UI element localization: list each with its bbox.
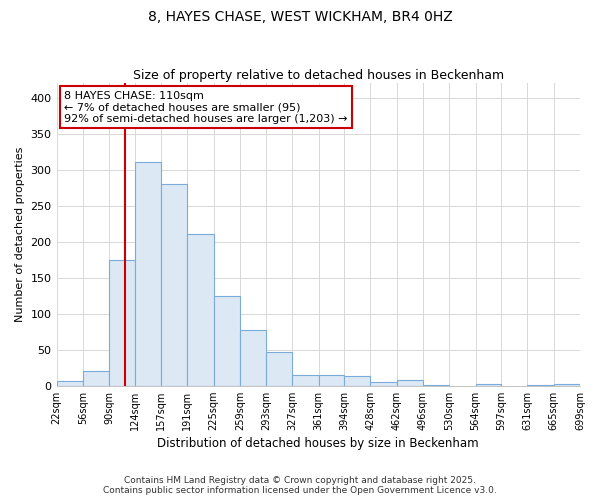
Bar [319, 375, 344, 386]
Y-axis label: Number of detached properties: Number of detached properties [15, 146, 25, 322]
Bar [56, 380, 83, 386]
Title: Size of property relative to detached houses in Beckenham: Size of property relative to detached ho… [133, 69, 504, 82]
Bar [370, 382, 397, 386]
Bar [423, 385, 449, 386]
X-axis label: Distribution of detached houses by size in Beckenham: Distribution of detached houses by size … [157, 437, 479, 450]
Bar [187, 234, 214, 386]
Bar [554, 384, 580, 386]
Bar [83, 372, 109, 386]
Bar [344, 376, 370, 386]
Bar [476, 384, 501, 386]
Text: 8, HAYES CHASE, WEST WICKHAM, BR4 0HZ: 8, HAYES CHASE, WEST WICKHAM, BR4 0HZ [148, 10, 452, 24]
Bar [161, 184, 187, 386]
Bar [136, 162, 161, 386]
Bar [109, 260, 136, 386]
Bar [292, 375, 319, 386]
Bar [214, 296, 240, 386]
Bar [240, 330, 266, 386]
Bar [266, 352, 292, 386]
Bar [527, 385, 554, 386]
Text: 8 HAYES CHASE: 110sqm
← 7% of detached houses are smaller (95)
92% of semi-detac: 8 HAYES CHASE: 110sqm ← 7% of detached h… [64, 90, 348, 124]
Text: Contains HM Land Registry data © Crown copyright and database right 2025.
Contai: Contains HM Land Registry data © Crown c… [103, 476, 497, 495]
Bar [397, 380, 423, 386]
